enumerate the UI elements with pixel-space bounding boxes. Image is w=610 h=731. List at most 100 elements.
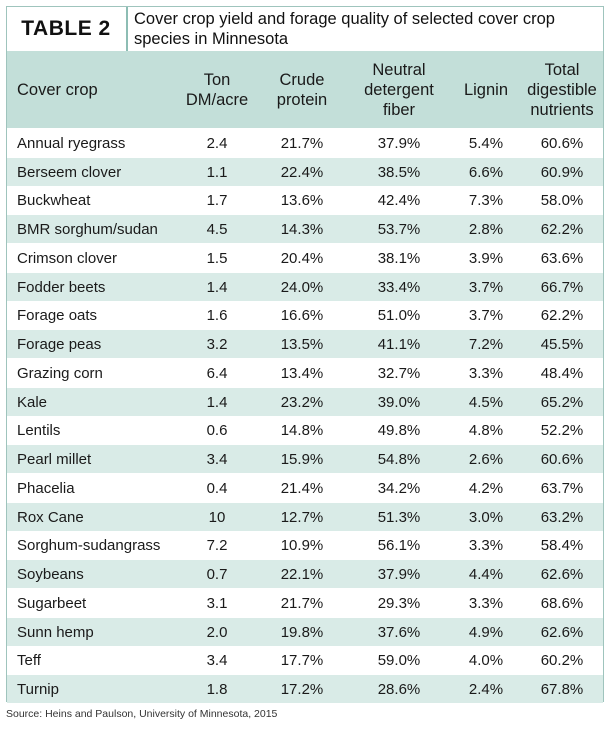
- cell-ton-dm-acre: 2.0: [206, 623, 228, 641]
- cell-ton-dm-acre: 1.6: [206, 307, 228, 325]
- cell-ton-dm-acre: 0.4: [206, 479, 228, 497]
- cell-total-digestible-nutrients: 63.6%: [540, 249, 584, 267]
- cell-cover-crop: Pearl millet: [17, 451, 92, 469]
- cell-crude-protein: 24.0%: [280, 278, 324, 296]
- cell-cover-crop: Crimson clover: [17, 249, 118, 267]
- cell-neutral-detergent-fiber: 37.6%: [377, 623, 421, 641]
- cell-total-digestible-nutrients: 62.2%: [540, 307, 584, 325]
- cell-cover-crop: Forage oats: [17, 307, 98, 325]
- cell-lignin: 4.2%: [468, 479, 504, 497]
- cell-crude-protein: 12.7%: [280, 508, 324, 526]
- cell-total-digestible-nutrients: 48.4%: [540, 364, 584, 382]
- table-row: Sugarbeet 3.1 21.7% 29.3% 3.3% 68.6%: [7, 588, 603, 617]
- cell-ton-dm-acre: 2.4: [206, 134, 228, 152]
- cell-ton-dm-acre: 0.7: [206, 566, 228, 584]
- table-title-row: TABLE 2 Cover crop yield and forage qual…: [7, 7, 603, 51]
- cell-total-digestible-nutrients: 60.9%: [540, 163, 584, 181]
- cell-cover-crop: Sugarbeet: [17, 594, 87, 612]
- cell-cover-crop: Kale: [17, 393, 48, 411]
- header-ton-dm-acre: Ton DM/acre: [177, 51, 257, 128]
- table-row: Phacelia 0.4 21.4% 34.2% 4.2% 63.7%: [7, 473, 603, 502]
- header-lignin: Lignin: [451, 51, 521, 128]
- cell-neutral-detergent-fiber: 56.1%: [377, 537, 421, 555]
- cell-total-digestible-nutrients: 63.7%: [540, 479, 584, 497]
- cell-lignin: 2.4%: [468, 681, 504, 699]
- cell-lignin: 4.0%: [468, 652, 504, 670]
- cell-total-digestible-nutrients: 63.2%: [540, 508, 584, 526]
- cell-total-digestible-nutrients: 62.6%: [540, 566, 584, 584]
- cell-neutral-detergent-fiber: 39.0%: [377, 393, 421, 411]
- table-row: Buckwheat 1.7 13.6% 42.4% 7.3% 58.0%: [7, 185, 603, 215]
- table-row: Forage peas 3.2 13.5% 41.1% 7.2% 45.5%: [7, 329, 603, 358]
- header-protein-line-2: protein: [276, 90, 328, 109]
- cell-crude-protein: 17.2%: [280, 681, 324, 699]
- table-row: Crimson clover 1.5 20.4% 38.1% 3.9% 63.6%: [7, 243, 603, 272]
- table-row: Soybeans 0.7 22.1% 37.9% 4.4% 62.6%: [7, 559, 603, 588]
- cell-cover-crop: Teff: [17, 652, 41, 670]
- cell-total-digestible-nutrients: 60.6%: [540, 134, 584, 152]
- cell-lignin: 3.7%: [468, 278, 504, 296]
- cell-crude-protein: 10.9%: [280, 537, 324, 555]
- cell-ton-dm-acre: 1.1: [206, 163, 228, 181]
- header-tdn-line-1: Total: [544, 60, 580, 79]
- cell-lignin: 6.6%: [468, 163, 504, 181]
- table-row: Turnip 1.8 17.2% 28.6% 2.4% 67.8%: [7, 674, 603, 703]
- cell-neutral-detergent-fiber: 37.9%: [377, 134, 421, 152]
- cell-crude-protein: 17.7%: [280, 652, 324, 670]
- table-frame: TABLE 2 Cover crop yield and forage qual…: [6, 6, 604, 703]
- cell-total-digestible-nutrients: 60.2%: [540, 652, 584, 670]
- table-row: Fodder beets 1.4 24.0% 33.4% 3.7% 66.7%: [7, 271, 603, 301]
- cell-cover-crop: Fodder beets: [17, 278, 106, 296]
- cell-lignin: 3.7%: [468, 307, 504, 325]
- header-neutral-detergent-fiber: Neutral detergent fiber: [347, 51, 451, 128]
- cell-ton-dm-acre: 1.8: [206, 681, 228, 699]
- table-row: Lentils 0.6 14.8% 49.8% 4.8% 52.2%: [7, 415, 603, 445]
- cell-ton-dm-acre: 3.2: [206, 336, 228, 354]
- header-cover-crop: Cover crop: [17, 51, 177, 128]
- cell-neutral-detergent-fiber: 38.1%: [377, 249, 421, 267]
- cell-cover-crop: Turnip: [17, 681, 59, 699]
- cell-total-digestible-nutrients: 58.0%: [540, 192, 584, 210]
- cell-cover-crop: Forage peas: [17, 336, 102, 354]
- cell-crude-protein: 15.9%: [280, 451, 324, 469]
- cell-crude-protein: 21.7%: [280, 594, 324, 612]
- cell-lignin: 3.3%: [468, 364, 504, 382]
- cell-crude-protein: 22.4%: [280, 163, 324, 181]
- cell-cover-crop: Sorghum-sudangrass: [17, 537, 161, 555]
- header-protein-line-1: Crude: [279, 70, 325, 89]
- cell-total-digestible-nutrients: 62.6%: [540, 623, 584, 641]
- cell-neutral-detergent-fiber: 29.3%: [377, 594, 421, 612]
- cell-cover-crop: Rox Cane: [17, 508, 84, 526]
- cell-crude-protein: 21.4%: [280, 479, 324, 497]
- table-row: Berseem clover 1.1 22.4% 38.5% 6.6% 60.9%: [7, 156, 603, 186]
- header-ton-line-1: Ton: [203, 70, 231, 89]
- cell-total-digestible-nutrients: 62.2%: [540, 221, 584, 239]
- cell-lignin: 3.3%: [468, 537, 504, 555]
- cell-neutral-detergent-fiber: 51.0%: [377, 307, 421, 325]
- cell-cover-crop: Phacelia: [17, 479, 75, 497]
- cell-neutral-detergent-fiber: 34.2%: [377, 479, 421, 497]
- header-total-digestible-nutrients: Total digestible nutrients: [521, 51, 603, 128]
- cell-ton-dm-acre: 0.6: [206, 422, 228, 440]
- cell-neutral-detergent-fiber: 51.3%: [377, 508, 421, 526]
- title-divider: [126, 7, 128, 51]
- table-row: Forage oats 1.6 16.6% 51.0% 3.7% 62.2%: [7, 300, 603, 330]
- table-header: Cover crop Ton DM/acre Crude protein Neu…: [7, 51, 603, 128]
- cell-total-digestible-nutrients: 45.5%: [540, 336, 584, 354]
- cell-total-digestible-nutrients: 65.2%: [540, 393, 584, 411]
- cell-neutral-detergent-fiber: 54.8%: [377, 451, 421, 469]
- cell-lignin: 7.2%: [468, 336, 504, 354]
- cell-neutral-detergent-fiber: 28.6%: [377, 681, 421, 699]
- cell-ton-dm-acre: 4.5: [206, 221, 228, 239]
- cell-cover-crop: Lentils: [17, 422, 61, 440]
- cell-total-digestible-nutrients: 67.8%: [540, 681, 584, 699]
- cell-cover-crop: Annual ryegrass: [17, 134, 126, 152]
- cell-total-digestible-nutrients: 68.6%: [540, 594, 584, 612]
- cell-lignin: 2.6%: [468, 451, 504, 469]
- cell-crude-protein: 13.4%: [280, 364, 324, 382]
- cell-crude-protein: 23.2%: [280, 393, 324, 411]
- cell-crude-protein: 22.1%: [280, 566, 324, 584]
- cell-neutral-detergent-fiber: 38.5%: [377, 163, 421, 181]
- table-row: Grazing corn 6.4 13.4% 32.7% 3.3% 48.4%: [7, 358, 603, 387]
- cell-cover-crop: Sunn hemp: [17, 623, 94, 641]
